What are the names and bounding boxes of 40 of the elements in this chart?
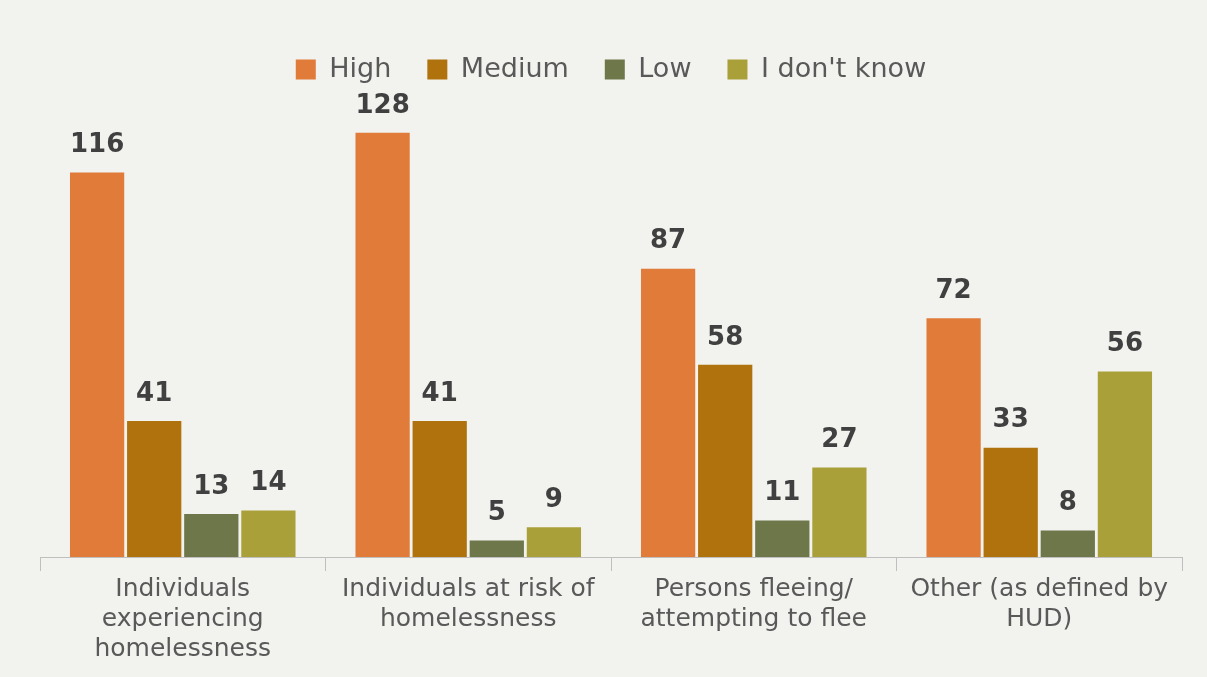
bar [926, 318, 981, 557]
x-tick-label: Individuals experiencing homelessness [94, 572, 272, 662]
data-label: 11 [764, 476, 801, 507]
data-label: 87 [650, 224, 687, 255]
legend-label: Low [638, 51, 692, 83]
data-label: 58 [707, 320, 744, 351]
x-tick-label: Other (as defined by HUD) [910, 572, 1169, 632]
bar [69, 172, 125, 557]
bar [1097, 371, 1153, 557]
bar [127, 421, 182, 557]
bar [698, 364, 753, 557]
data-label: 13 [193, 469, 230, 500]
data-label: 33 [992, 403, 1029, 434]
bar [355, 132, 410, 557]
data-label: 5 [487, 496, 506, 527]
bar [812, 467, 867, 557]
bar [640, 268, 696, 557]
data-label: 14 [250, 466, 287, 497]
bar [526, 527, 582, 557]
data-label: 27 [821, 423, 858, 454]
data-label: 72 [935, 274, 972, 305]
legend-label: I don't know [760, 51, 927, 83]
bar [241, 510, 296, 557]
x-tick-label: Individuals at risk of homelessness [341, 572, 596, 632]
data-label: 9 [544, 482, 563, 513]
data-label: 128 [355, 88, 410, 119]
bar [469, 540, 524, 557]
bar [755, 520, 810, 557]
bar [1040, 530, 1095, 557]
bar [184, 513, 239, 557]
data-label: 41 [421, 376, 458, 407]
data-label: 116 [69, 128, 125, 159]
data-label: 56 [1106, 327, 1143, 358]
legend-label: High [329, 51, 392, 83]
data-label: 8 [1058, 486, 1077, 517]
legend-label: Medium [460, 51, 569, 83]
x-tick-label: Persons fleeing/ attempting to flee [640, 572, 867, 632]
bar [412, 421, 467, 557]
data-label: 41 [136, 376, 173, 407]
bar [983, 447, 1038, 557]
